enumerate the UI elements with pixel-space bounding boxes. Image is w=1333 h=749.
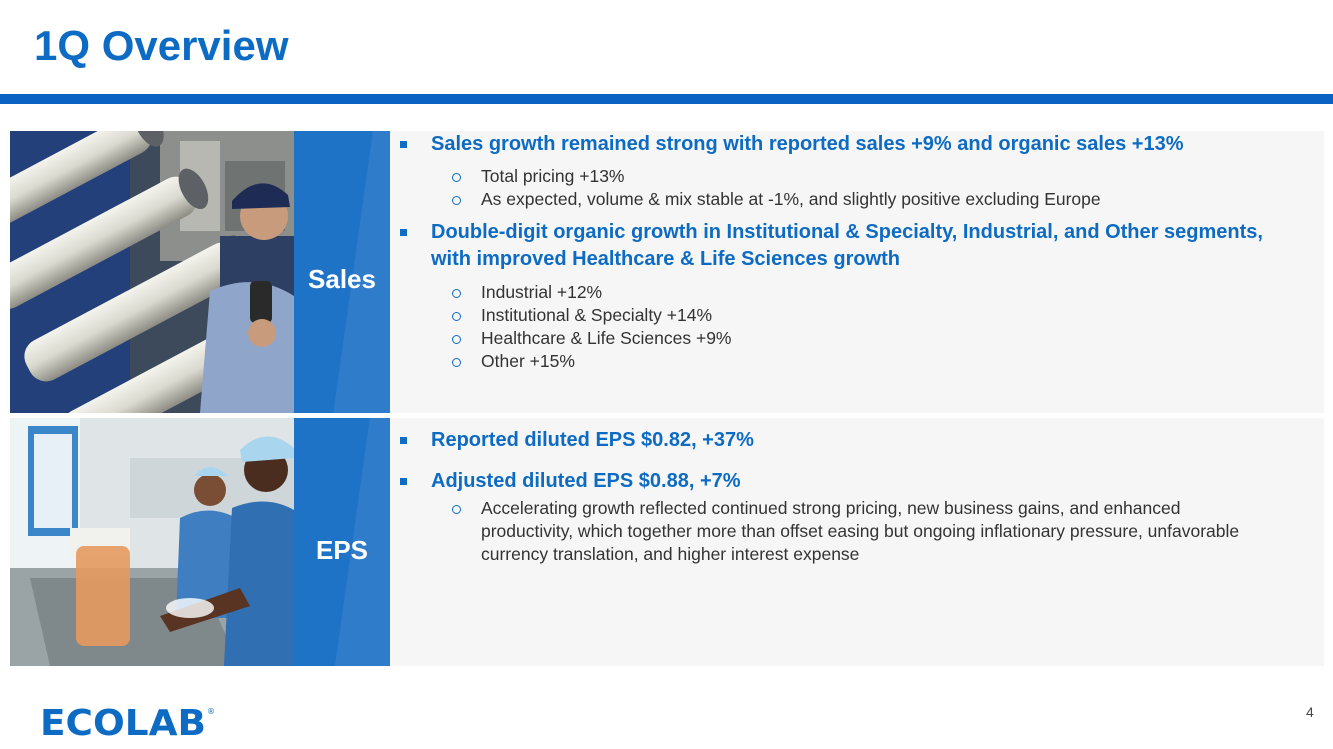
eps-photo — [10, 418, 294, 666]
square-bullet-icon — [400, 478, 407, 485]
sales-bullet-2: Double-digit organic growth in Instituti… — [400, 219, 1301, 273]
eps-sub-bullet: Accelerating growth reflected continued … — [452, 497, 1271, 566]
svg-text:ECOLAB: ECOLAB — [40, 703, 206, 740]
sales-sub-bullet: Other +15% — [452, 350, 1281, 373]
ecolab-logo-mark: ECOLAB ® — [40, 703, 215, 744]
eps-band: EPS — [294, 418, 390, 666]
sales-photo — [10, 131, 294, 413]
title-divider — [0, 94, 1333, 104]
eps-content: Reported diluted EPS $0.82, +37% Adjuste… — [390, 418, 1324, 666]
ecolab-logo: ECOLAB ® — [40, 702, 216, 745]
sales-bullet-1: Sales growth remained strong with report… — [400, 131, 1301, 158]
eps-panel: EPS Reported diluted EPS $0.82, +37% Adj… — [10, 418, 1324, 666]
circle-bullet-icon — [452, 335, 461, 344]
circle-bullet-icon — [452, 505, 461, 514]
sales-sub-bullet: Healthcare & Life Sciences +9% — [452, 327, 1281, 350]
eps-bullet-2: Adjusted diluted EPS $0.88, +7% — [400, 468, 1301, 495]
sales-content: Sales growth remained strong with report… — [390, 131, 1324, 413]
circle-bullet-icon — [452, 173, 461, 182]
circle-bullet-icon — [452, 312, 461, 321]
sales-sub-bullet: As expected, volume & mix stable at -1%,… — [452, 188, 1281, 211]
square-bullet-icon — [400, 141, 407, 148]
page-number: 4 — [1306, 704, 1314, 720]
sales-section-label: Sales — [308, 264, 376, 294]
sales-sub-bullet: Institutional & Specialty +14% — [452, 304, 1281, 327]
svg-text:®: ® — [207, 707, 215, 716]
sales-sub-bullet: Industrial +12% — [452, 281, 1281, 304]
square-bullet-icon — [400, 437, 407, 444]
healthcare-handwashing-image — [10, 418, 294, 666]
slide-title: 1Q Overview — [34, 22, 289, 69]
sales-sub-bullet: Total pricing +13% — [452, 165, 1281, 188]
eps-bullet-1: Reported diluted EPS $0.82, +37% — [400, 427, 1301, 454]
circle-bullet-icon — [452, 289, 461, 298]
sales-band: Sales — [294, 131, 390, 413]
sales-panel: Sales Sales growth remained strong with … — [10, 131, 1324, 413]
circle-bullet-icon — [452, 358, 461, 367]
square-bullet-icon — [400, 229, 407, 236]
eps-section-label: EPS — [315, 535, 369, 565]
technician-water-system-image — [10, 131, 294, 413]
circle-bullet-icon — [452, 196, 461, 205]
